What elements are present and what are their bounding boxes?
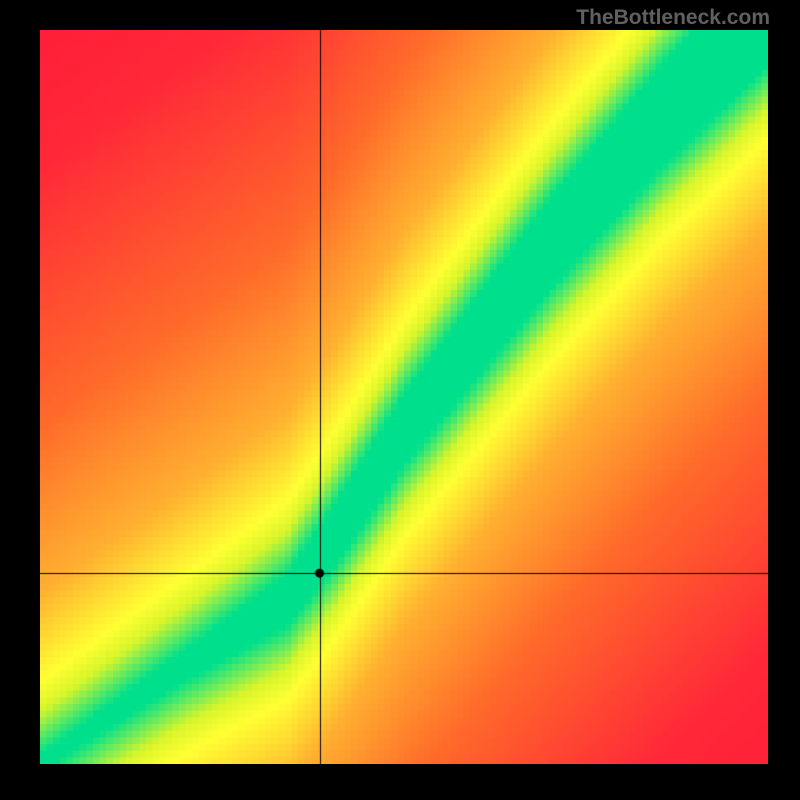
bottleneck-heatmap bbox=[40, 30, 768, 764]
watermark-text: TheBottleneck.com bbox=[576, 6, 770, 30]
root-container: TheBottleneck.com bbox=[0, 0, 800, 800]
